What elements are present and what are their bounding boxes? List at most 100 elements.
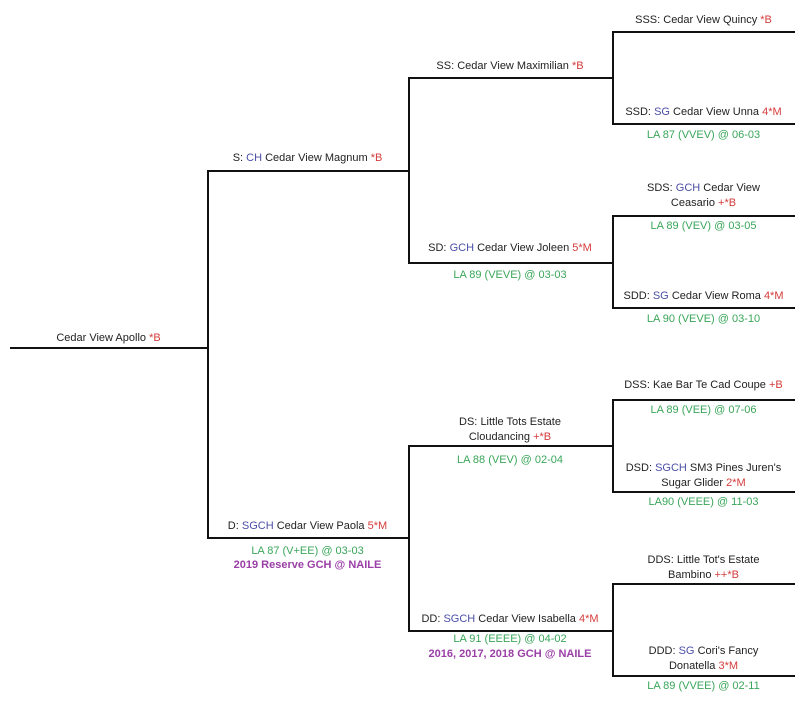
animal-name: Cedar View Unna bbox=[673, 106, 760, 118]
linear-appraisal: LA 89 (VVEE) @ 02-11 bbox=[647, 680, 760, 692]
rating-badge: 4*M bbox=[579, 613, 599, 625]
award-text: 2016, 2017, 2018 GCH @ NAILE bbox=[428, 648, 592, 660]
rating-badge: ++*B bbox=[714, 569, 739, 581]
connector-line bbox=[612, 583, 795, 585]
rating-badge: 5*M bbox=[572, 242, 592, 254]
linear-appraisal: LA 89 (VEV) @ 03-05 bbox=[650, 220, 757, 232]
title-badge: SGCH bbox=[655, 462, 687, 474]
connector-line bbox=[408, 262, 612, 264]
animal-name: Cedar View Apollo bbox=[56, 332, 146, 344]
animal-label-dd: DD: SGCH Cedar View Isabella 4*M bbox=[400, 612, 620, 627]
animal-label-ssd: SSD: SG Cedar View Unna 4*M bbox=[609, 105, 799, 120]
rating-badge: +B bbox=[768, 379, 783, 391]
rating-badge: *B bbox=[760, 14, 772, 26]
position-prefix: DD: bbox=[421, 613, 441, 625]
animal-label-dss: DSS: Kae Bar Te Cad Coupe +B bbox=[609, 378, 799, 393]
award-text: 2019 Reserve GCH @ NAILE bbox=[233, 559, 382, 571]
animal-name: SM3 Pines Juren's Sugar Glider bbox=[661, 462, 782, 489]
position-prefix: SDD: bbox=[623, 290, 650, 302]
title-badge: GCH bbox=[449, 242, 475, 254]
connector-line bbox=[612, 583, 614, 677]
linear-appraisal: LA 89 (VEE) @ 07-06 bbox=[650, 404, 757, 416]
connector-line bbox=[612, 31, 795, 33]
animal-label-dsd: DSD: SGCH SM3 Pines Juren's Sugar Glider… bbox=[624, 461, 784, 491]
rating-badge: +*B bbox=[718, 197, 737, 209]
linear-appraisal: LA90 (VEEE) @ 11-03 bbox=[648, 496, 759, 508]
connector-line bbox=[207, 170, 408, 172]
rating-badge: *B bbox=[571, 60, 584, 72]
connector-line bbox=[10, 347, 207, 349]
connector-line bbox=[612, 31, 614, 125]
animal-name: Kae Bar Te Cad Coupe bbox=[652, 379, 766, 391]
animal-name: Cori's Fancy Donatella bbox=[668, 645, 759, 672]
animal-name: Cedar View Ceasario bbox=[670, 182, 760, 209]
linear-appraisal: LA 91 (EEEE) @ 04-02 bbox=[453, 633, 567, 645]
connector-line bbox=[612, 215, 614, 309]
animal-name: Cedar View Joleen bbox=[477, 242, 570, 254]
position-prefix: DS: bbox=[459, 416, 478, 428]
linear-appraisal: LA 87 (VVEV) @ 06-03 bbox=[646, 129, 761, 141]
animal-name: Cedar View Paola bbox=[276, 520, 365, 532]
animal-name: Cedar View Quincy bbox=[663, 14, 758, 26]
rating-badge: 4*M bbox=[762, 106, 782, 118]
position-prefix: D: bbox=[227, 520, 239, 532]
connector-line bbox=[612, 215, 795, 217]
title-badge: SGCH bbox=[443, 613, 476, 625]
linear-appraisal: LA 88 (VEV) @ 02-04 bbox=[457, 454, 563, 466]
position-prefix: S: bbox=[232, 152, 244, 164]
animal-name: Little Tots Estate Cloudancing bbox=[468, 416, 561, 443]
animal-label-ss: SS: Cedar View Maximilian *B bbox=[410, 59, 610, 74]
animal-label-dds: DDS: Little Tot's Estate Bambino ++*B bbox=[639, 553, 769, 583]
animal-label-root: Cedar View Apollo *B bbox=[9, 331, 209, 346]
animal-name: Cedar View Isabella bbox=[478, 613, 576, 625]
animal-label-sdd: SDD: SG Cedar View Roma 4*M bbox=[609, 289, 799, 304]
connector-line bbox=[408, 445, 410, 632]
animal-label-sd: SD: GCH Cedar View Joleen 5*M bbox=[410, 241, 610, 256]
position-prefix: SSD: bbox=[625, 106, 651, 118]
connector-line bbox=[408, 445, 612, 447]
rating-badge: 2*M bbox=[726, 477, 746, 489]
rating-badge: 5*M bbox=[367, 520, 388, 532]
connector-line bbox=[612, 399, 795, 401]
connector-line bbox=[612, 491, 795, 493]
connector-line bbox=[408, 77, 612, 79]
linear-appraisal: LA 89 (VEVE) @ 03-03 bbox=[453, 269, 567, 281]
linear-appraisal: LA 87 (V+EE) @ 03-03 bbox=[251, 545, 364, 557]
position-prefix: SSS: bbox=[635, 14, 661, 26]
position-prefix: SDS: bbox=[647, 182, 673, 194]
connector-line bbox=[207, 170, 209, 539]
position-prefix: DSS: bbox=[624, 379, 650, 391]
position-prefix: SS: bbox=[436, 60, 455, 72]
title-badge: SG bbox=[678, 645, 695, 657]
rating-badge: +*B bbox=[533, 431, 552, 443]
animal-label-d: D: SGCH Cedar View Paola 5*M bbox=[208, 519, 408, 534]
position-prefix: DDS: bbox=[647, 554, 674, 566]
title-badge: SG bbox=[652, 290, 669, 302]
animal-label-s: S: CH Cedar View Magnum *B bbox=[208, 151, 408, 166]
title-badge: SG bbox=[654, 106, 670, 118]
animal-label-ddd: DDD: SG Cori's Fancy Donatella 3*M bbox=[646, 644, 761, 674]
connector-line bbox=[612, 675, 795, 677]
animal-label-ds: DS: Little Tots Estate Cloudancing +*B bbox=[443, 415, 578, 445]
position-prefix: DDD: bbox=[648, 645, 676, 657]
linear-appraisal: LA 90 (VEVE) @ 03-10 bbox=[646, 313, 761, 325]
animal-label-sss: SSS: Cedar View Quincy *B bbox=[609, 13, 799, 28]
title-badge: GCH bbox=[675, 182, 701, 194]
rating-badge: *B bbox=[370, 152, 383, 164]
title-badge: SGCH bbox=[241, 520, 274, 532]
position-prefix: SD: bbox=[428, 242, 447, 254]
rating-badge: 3*M bbox=[718, 660, 739, 672]
rating-badge: *B bbox=[149, 332, 161, 344]
connector-line bbox=[612, 307, 795, 309]
position-prefix: DSD: bbox=[625, 462, 652, 474]
rating-badge: 4*M bbox=[763, 290, 784, 302]
animal-label-sds: SDS: GCH Cedar View Ceasario +*B bbox=[639, 181, 769, 211]
animal-name: Little Tot's Estate Bambino bbox=[668, 554, 760, 581]
connector-line bbox=[207, 537, 408, 539]
animal-name: Cedar View Magnum bbox=[265, 152, 368, 164]
connector-line bbox=[612, 399, 614, 493]
connector-line bbox=[612, 123, 795, 125]
animal-name: Cedar View Maximilian bbox=[457, 60, 569, 72]
animal-name: Cedar View Roma bbox=[671, 290, 761, 302]
